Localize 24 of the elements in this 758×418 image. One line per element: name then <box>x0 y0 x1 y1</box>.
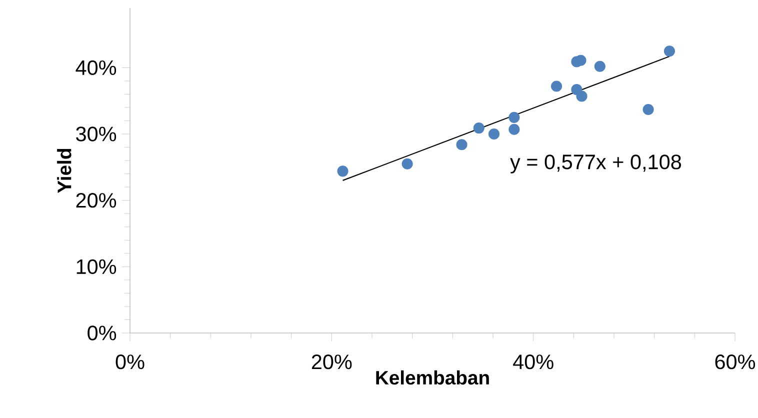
point <box>473 122 484 134</box>
y-axis-title: Yield <box>57 148 72 193</box>
point <box>576 90 588 102</box>
x-axis-title: Kelembaban <box>376 370 489 385</box>
point <box>337 166 348 177</box>
point <box>508 112 520 123</box>
point <box>550 80 562 92</box>
point <box>594 60 606 72</box>
x-tick-label: 0% <box>116 354 144 370</box>
x-tick-label: 60% <box>715 354 756 370</box>
y-tick-label: 30% <box>76 126 116 142</box>
x-tick-label: 20% <box>312 354 352 370</box>
point <box>488 128 500 140</box>
y-tick-label: 10% <box>76 259 116 274</box>
x-tick-label: 40% <box>513 354 554 370</box>
point <box>402 158 413 170</box>
point <box>642 104 654 116</box>
point <box>456 139 468 150</box>
point <box>664 46 675 57</box>
point <box>508 124 520 135</box>
y-tick-label: 20% <box>76 192 116 208</box>
y-tick-label: 40% <box>76 60 116 76</box>
annotation: y = 0,577x + 0,108 <box>510 154 681 174</box>
y-tick-label: 0% <box>88 326 116 340</box>
